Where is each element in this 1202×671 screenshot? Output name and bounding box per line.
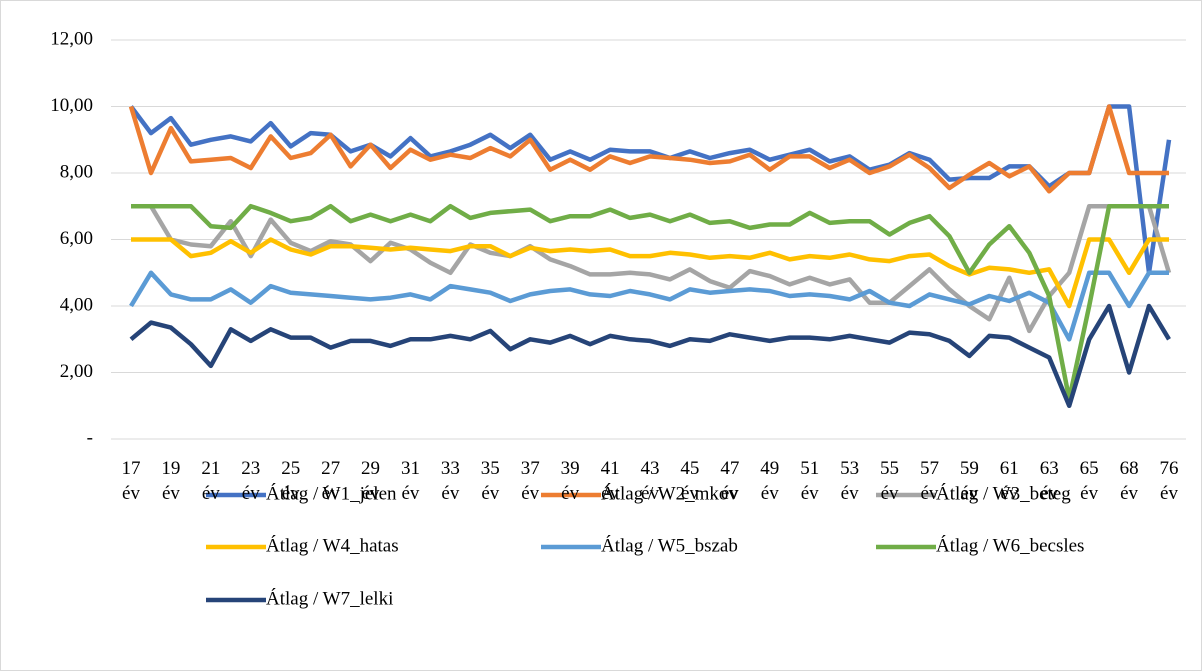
x-tick-label: 35 év [480, 458, 500, 504]
legend-label: Átlag / W6_becsles [936, 534, 1084, 556]
x-tick-label: 19 év [161, 458, 181, 504]
x-tick-label: 61 év [999, 458, 1019, 504]
x-tick-label: 51 év [800, 458, 820, 504]
y-tick-label: - [87, 427, 93, 448]
series-line [131, 203, 1172, 334]
series-line [129, 104, 1172, 276]
y-tick-label: 8,00 [60, 161, 93, 182]
x-tick-label: 25 év [281, 458, 301, 504]
x-tick-label: 65 év [1079, 458, 1099, 504]
series-line [129, 303, 1171, 409]
legend-label: Átlag / W2_mkov [601, 482, 738, 504]
y-tick-label: 10,00 [50, 95, 93, 116]
legend-label: Átlag / W1_jelen [266, 482, 397, 504]
legend-label: Átlag / W7_lelki [266, 587, 393, 609]
x-tick-label: 43 év [640, 458, 660, 504]
x-tick-label: 45 év [680, 458, 700, 504]
x-tick-label: 27 év [321, 458, 341, 504]
y-tick-label: 6,00 [60, 228, 93, 249]
x-tick-label: 29 év [361, 458, 381, 504]
x-tick-label: 57 év [919, 458, 939, 504]
series-line [131, 203, 1169, 402]
series-line [129, 270, 1169, 342]
x-tick-label: 63 év [1039, 458, 1059, 504]
y-tick-label: 12,00 [50, 28, 93, 49]
x-tick-label: 49 év [760, 458, 780, 504]
series-line [131, 237, 1169, 309]
y-tick-label: 2,00 [60, 361, 93, 382]
x-tick-label: 76 év [1159, 458, 1179, 504]
series-line [128, 104, 1169, 194]
legend-label: Átlag / W4_hatas [266, 534, 399, 556]
x-tick-label: 68 év [1119, 458, 1139, 504]
x-tick-label: 47 év [720, 458, 740, 504]
x-tick-label: 23 év [241, 458, 261, 504]
x-tick-label: 55 év [880, 458, 900, 504]
x-tick-label: 53 év [840, 458, 860, 504]
y-tick-label: 4,00 [60, 294, 93, 315]
x-tick-label: 39 év [560, 458, 580, 504]
x-tick-label: 59 év [959, 458, 979, 504]
x-tick-label: 21 év [201, 458, 221, 504]
x-tick-label: 37 év [520, 458, 540, 504]
x-tick-label: 41 év [600, 458, 620, 504]
x-tick-label: 31 év [400, 458, 420, 504]
x-tick-label: 33 év [440, 458, 460, 504]
legend-label: Átlag / W5_bszab [601, 534, 738, 556]
legend-label: Átlag / W3_beteg [936, 482, 1071, 504]
x-tick-label: 17 év [121, 458, 141, 504]
